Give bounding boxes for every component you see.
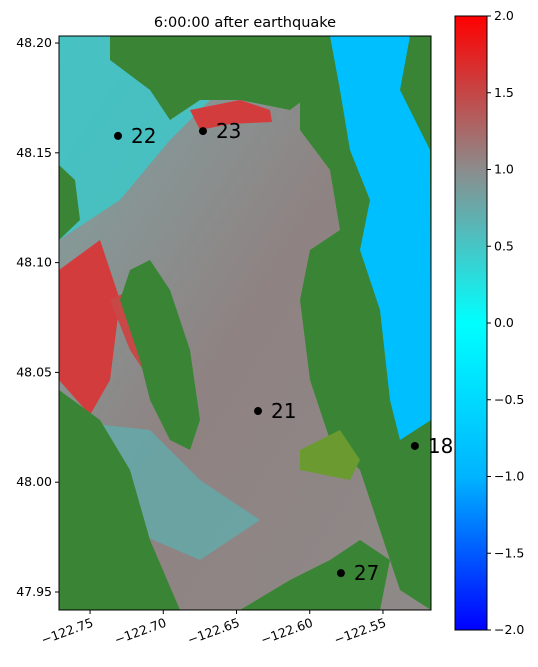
colorbar-tick-label: −2.0 — [494, 622, 524, 637]
gauge-label: 22 — [131, 124, 156, 148]
gauge-point — [254, 407, 263, 416]
colorbar-tick-label: 1.0 — [494, 162, 514, 177]
x-tick-label: −122.60 — [259, 615, 315, 648]
y-tick-label: 48.15 — [16, 145, 52, 160]
colorbar — [454, 15, 488, 631]
gauge-point — [114, 131, 123, 140]
chart-title: 6:00:00 after earthquake — [154, 15, 336, 31]
gauge-point — [336, 569, 345, 578]
colorbar-tick-label: −1.0 — [494, 469, 524, 484]
x-tick-label: −122.55 — [332, 615, 388, 648]
gauge-label: 27 — [354, 561, 379, 585]
plot-frame — [58, 35, 432, 611]
y-tick-label: 48.20 — [16, 35, 52, 50]
gauge-label: 18 — [428, 434, 453, 458]
gauge-label: 23 — [216, 119, 241, 143]
colorbar-tick-label: 1.5 — [494, 85, 514, 100]
colorbar-tick-label: −0.5 — [494, 392, 524, 407]
colorbar-tick-label: −1.5 — [494, 545, 524, 560]
colorbar-tick-label: 0.0 — [494, 315, 514, 330]
y-tick-label: 48.00 — [16, 474, 52, 489]
gauge-point — [410, 441, 419, 450]
y-tick-label: 48.10 — [16, 255, 52, 270]
x-tick-label: −122.75 — [39, 615, 95, 648]
gauge-point — [198, 127, 207, 136]
gauge-label: 21 — [271, 399, 296, 423]
x-tick-label: −122.65 — [185, 615, 241, 648]
y-tick-label: 47.95 — [16, 584, 52, 599]
map-field — [59, 36, 431, 610]
x-tick-label: −122.70 — [112, 615, 168, 648]
colorbar-tick-label: 2.0 — [494, 8, 514, 23]
y-tick-label: 48.05 — [16, 364, 52, 379]
colorbar-tick-label: 0.5 — [494, 238, 514, 253]
